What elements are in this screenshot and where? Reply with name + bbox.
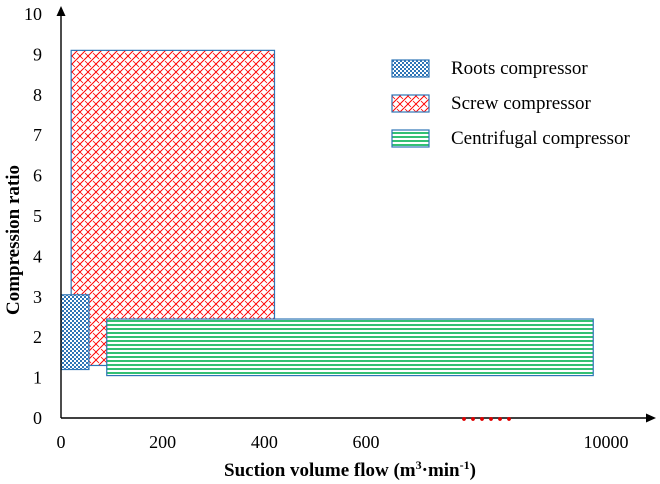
legend-label: Centrifugal compressor	[451, 128, 631, 149]
x-tick-label: 400	[251, 432, 278, 452]
legend-swatch	[391, 94, 430, 113]
y-tick-label: 7	[33, 125, 42, 145]
y-tick-label: 2	[33, 327, 42, 347]
y-tick-label: 9	[33, 44, 42, 64]
legend-label: Screw compressor	[451, 93, 591, 114]
region-screw-compressor	[70, 49, 276, 367]
y-tick-label: 8	[33, 85, 42, 105]
x-tick-labels: 0 200 400 600 10000	[57, 432, 629, 452]
y-tick-label: 1	[33, 368, 42, 388]
x-axis-arrow-icon	[646, 413, 656, 423]
region-roots-compressor	[60, 294, 90, 371]
legend-swatch	[391, 129, 430, 148]
y-tick-label: 4	[33, 246, 42, 266]
x-tick-label: 10000	[584, 432, 629, 452]
legend-swatch	[391, 59, 430, 78]
y-axis-arrow-icon	[56, 6, 66, 16]
legend-label: Roots compressor	[451, 58, 588, 79]
x-tick-label: 600	[352, 432, 379, 452]
y-tick-label: 3	[33, 287, 42, 307]
y-tick-label: 6	[33, 166, 42, 186]
y-tick-label: 0	[33, 408, 42, 428]
y-tick-labels: 0 1 2 3 4 5 6 7 8 9 10	[24, 4, 42, 428]
legend: Roots compressor Screw compressor Centrifu…	[391, 58, 631, 149]
y-tick-label: 5	[33, 206, 42, 226]
x-axis-break: ......	[461, 401, 515, 427]
region-layer	[60, 49, 594, 377]
x-axis-title: Suction volume flow (m3·min-1)	[224, 458, 476, 481]
region-centrifugal-compressor	[106, 318, 594, 377]
x-tick-label: 200	[149, 432, 176, 452]
y-axis-title: Compression ratio	[3, 165, 24, 315]
x-tick-label: 0	[57, 432, 66, 452]
y-tick-label: 10	[24, 4, 42, 24]
